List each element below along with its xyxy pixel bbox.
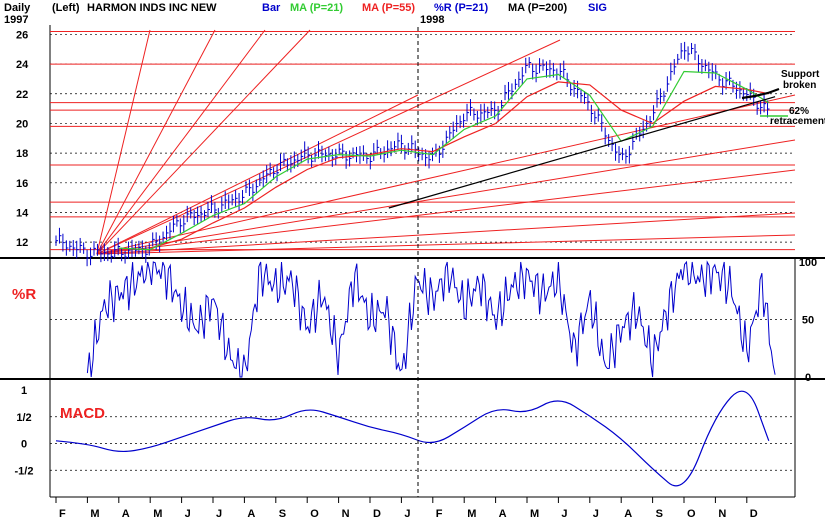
macd-tick-label: 1/2 — [16, 412, 31, 424]
macd-tick-label: 1 — [21, 385, 27, 397]
macd-line — [55, 390, 770, 487]
panel-frames — [0, 25, 825, 498]
x-tick-label: M — [90, 508, 99, 520]
legend-ma55: MA (P=55) — [362, 2, 415, 14]
x-tick-label: A — [499, 508, 507, 520]
price-panel: 12 14 16 18 20 22 24 26 — [16, 29, 796, 267]
x-tick-label: S — [279, 508, 286, 520]
x-tick-label: J — [404, 508, 410, 520]
price-tick-label: 16 — [16, 178, 28, 190]
x-tick-label: J — [593, 508, 599, 520]
x-tick-label: D — [750, 508, 758, 520]
x-tick-label: J — [216, 508, 222, 520]
x-tick-label: J — [185, 508, 191, 520]
price-tick-label: 12 — [16, 237, 28, 249]
x-tick-label: M — [153, 508, 162, 520]
ma200-line — [388, 96, 776, 209]
fan-line — [96, 94, 419, 255]
year-mid-label: 1998 — [420, 14, 444, 26]
price-tick-label: 24 — [16, 59, 29, 71]
x-tick-label: N — [718, 508, 726, 520]
chart-title: HARMON INDS INC NEW — [87, 2, 217, 14]
fan-line — [96, 29, 216, 255]
fan-line — [96, 212, 796, 255]
period-label: Daily — [4, 2, 31, 14]
fan-line — [96, 139, 796, 255]
legend-r: %R (P=21) — [434, 2, 488, 14]
price-tick-label: 26 — [16, 29, 28, 41]
x-tick-label: S — [656, 508, 663, 520]
fan-line — [96, 29, 151, 255]
williams-r-panel: 0 50 100 — [50, 257, 817, 384]
support-annotation-line2: broken — [783, 80, 816, 91]
price-tick-label: 18 — [16, 148, 28, 160]
retracement-annotation-line1: 62% — [789, 106, 809, 117]
price-tick-label: 20 — [16, 118, 28, 130]
r-tick-label: 50 — [802, 315, 814, 327]
support-line — [741, 87, 780, 100]
year-start-label: 1997 — [4, 14, 28, 26]
fan-line — [96, 29, 311, 255]
legend-ma21: MA (P=21) — [290, 2, 343, 14]
r-line — [86, 260, 776, 378]
fan-line — [96, 94, 796, 255]
macd-tick-label: 0 — [21, 439, 27, 451]
macd-panel-label: MACD — [60, 405, 105, 422]
x-tick-label: F — [59, 508, 66, 520]
x-tick-label: F — [436, 508, 443, 520]
ma55-line — [150, 81, 769, 249]
legend-ma200: MA (P=200) — [508, 2, 568, 14]
price-tick-label: 22 — [16, 89, 28, 101]
r-tick-label: 0 — [805, 372, 811, 384]
macd-panel: 1 1/2 0 -1/2 — [15, 385, 795, 487]
legend-bar: Bar — [262, 2, 281, 14]
x-tick-label: O — [687, 508, 696, 520]
fan-line — [96, 234, 796, 255]
legend-sig: SIG — [588, 2, 607, 14]
x-tick-label: N — [342, 508, 350, 520]
x-tick-label: A — [122, 508, 130, 520]
x-tick-label: D — [373, 508, 381, 520]
price-tick-label: 14 — [16, 207, 29, 219]
ma21-line — [118, 70, 770, 251]
x-tick-label: O — [310, 508, 319, 520]
r-panel-label: %R — [12, 286, 36, 303]
x-tick-label: J — [561, 508, 567, 520]
x-tick-label: M — [467, 508, 476, 520]
fan-line — [96, 169, 796, 255]
x-tick-label: A — [247, 508, 255, 520]
x-tick-label: A — [624, 508, 632, 520]
left-axis-label: (Left) — [52, 2, 80, 14]
r-tick-label: 100 — [799, 257, 817, 269]
macd-tick-label: -1/2 — [15, 465, 34, 477]
support-annotation-line1: Support — [781, 69, 820, 80]
retracement-annotation-line2: retracement — [770, 116, 825, 127]
fan-line — [96, 29, 266, 255]
x-tick-label: M — [530, 508, 539, 520]
